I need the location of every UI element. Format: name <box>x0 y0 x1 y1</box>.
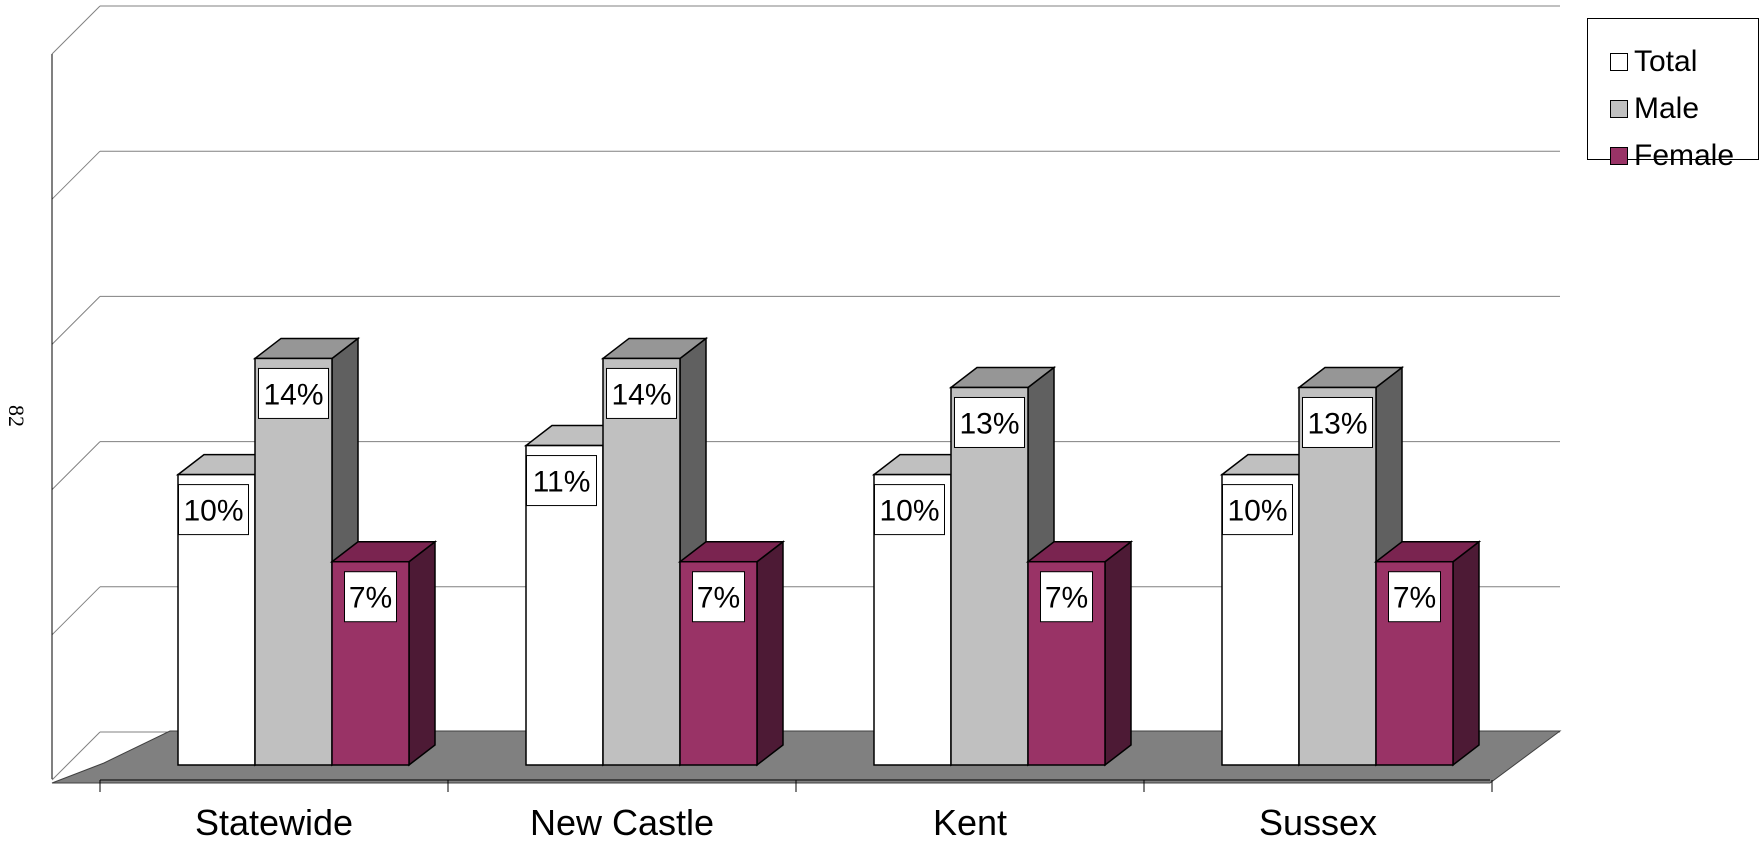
x-tick-label-sussex: Sussex <box>1259 802 1377 843</box>
data-label-box <box>178 484 249 536</box>
legend: Total Male Female <box>1587 18 1759 172</box>
bar-sussex-female-side <box>1452 540 1480 767</box>
data-label-statewide-male: 14% <box>258 367 329 419</box>
legend-swatch-female <box>1610 147 1628 165</box>
chart-bars <box>175 336 1482 767</box>
data-label-box <box>606 367 677 419</box>
legend-label-male: Male <box>1634 92 1700 125</box>
data-label-box <box>874 484 945 536</box>
data-label-new-castle-total: 11% <box>526 455 597 507</box>
data-label-text: 7% <box>349 582 392 615</box>
data-label-text: 14% <box>263 378 323 411</box>
bar-new-castle-male-front <box>602 357 681 766</box>
data-label-kent-total: 10% <box>874 484 945 536</box>
data-label-text: 7% <box>1045 582 1088 615</box>
bar-statewide-male-front <box>254 357 333 766</box>
gridline-side <box>51 150 101 200</box>
data-label-text: 10% <box>1227 495 1287 528</box>
bar-kent-female-side <box>1104 540 1132 767</box>
bar-kent-male-front <box>950 386 1029 766</box>
x-axis: Statewide New Castle Kent Sussex <box>99 779 1493 843</box>
gridline-side <box>51 296 101 345</box>
data-label-kent-male: 13% <box>954 396 1025 448</box>
legend-item-total: Total <box>1610 42 1697 82</box>
data-label-kent-female: 7% <box>1040 571 1093 623</box>
data-label-text: 14% <box>611 378 671 411</box>
data-labels: 10% 14% 7% 11% 14% 7% 10% 13% 7% 10% 13% 7% <box>178 367 1441 623</box>
x-tick-label-new-castle: New Castle <box>530 802 714 843</box>
gridline-side <box>51 731 101 781</box>
data-label-text: 7% <box>1393 582 1436 615</box>
legend-item-male: Male <box>1610 89 1699 129</box>
data-label-sussex-total: 10% <box>1222 484 1293 536</box>
bar-new-castle-female-side <box>756 540 784 767</box>
data-label-box <box>1222 484 1293 536</box>
bar-statewide-female-side <box>408 540 436 767</box>
x-tick-label-kent: Kent <box>933 802 1007 843</box>
legend-label-total: Total <box>1634 45 1698 78</box>
data-label-new-castle-female: 7% <box>692 571 745 623</box>
x-tick-label-statewide: Statewide <box>195 802 353 843</box>
data-label-text: 10% <box>183 495 243 528</box>
data-label-new-castle-male: 14% <box>606 367 677 419</box>
bar-sussex-male-front <box>1298 386 1377 766</box>
gridline-side <box>51 586 101 636</box>
data-label-box <box>1302 396 1373 448</box>
gridline-side <box>51 5 101 55</box>
data-label-box <box>526 455 597 507</box>
page-number: 82 <box>4 405 29 427</box>
data-label-text: 10% <box>879 495 939 528</box>
legend-swatch-male <box>1610 100 1628 118</box>
data-label-statewide-female: 7% <box>344 571 397 623</box>
data-label-sussex-male: 13% <box>1302 396 1373 448</box>
data-label-sussex-female: 7% <box>1388 571 1441 623</box>
data-label-text: 11% <box>533 466 591 499</box>
legend-swatch-total <box>1610 53 1628 71</box>
data-label-box <box>1040 571 1093 623</box>
data-label-box <box>258 367 329 419</box>
data-label-text: 7% <box>697 582 740 615</box>
data-label-box <box>344 571 397 623</box>
bar-statewide-female <box>329 540 438 767</box>
data-label-statewide-total: 10% <box>178 484 249 536</box>
data-label-box <box>1388 571 1441 623</box>
data-label-box <box>692 571 745 623</box>
legend-label-female: Female <box>1634 139 1735 172</box>
legend-item-female: Female <box>1610 136 1734 176</box>
data-label-text: 13% <box>1307 407 1367 440</box>
gridline-side <box>51 441 101 490</box>
data-label-box <box>954 396 1025 448</box>
data-label-text: 13% <box>959 407 1019 440</box>
